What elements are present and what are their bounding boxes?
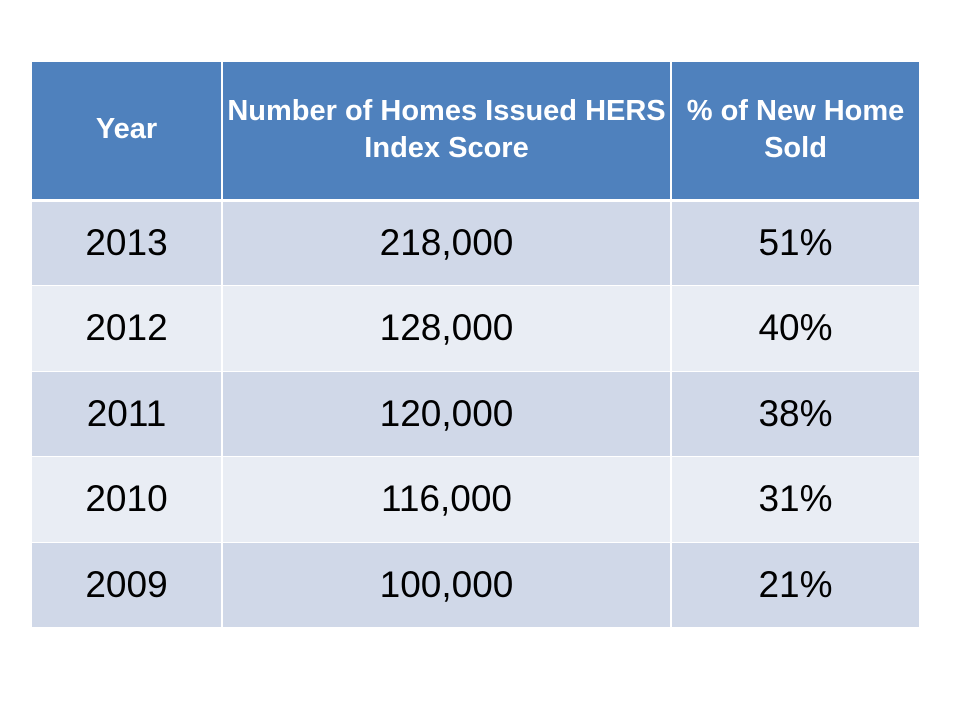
table-row: 2013 218,000 51% [32,200,919,286]
cell-year: 2011 [32,371,223,457]
header-percent-new-home-sold: % of New Home Sold [671,62,919,202]
cell-year: 2013 [32,200,223,286]
cell-year: 2009 [32,542,223,628]
header-number-of-homes: Number of Homes Issued HERS Index Score [222,62,672,202]
cell-homes: 100,000 [222,542,672,628]
cell-year: 2010 [32,456,223,543]
table-header-row: Year Number of Homes Issued HERS Index S… [32,62,919,202]
header-year: Year [32,62,223,202]
cell-year: 2012 [32,285,223,372]
cell-homes: 218,000 [222,200,672,286]
cell-percent: 38% [671,371,919,457]
table-row: 2012 128,000 40% [32,285,919,372]
table-row: 2009 100,000 21% [32,542,919,628]
cell-percent: 40% [671,285,919,372]
cell-percent: 31% [671,456,919,543]
cell-percent: 51% [671,200,919,286]
cell-percent: 21% [671,542,919,628]
cell-homes: 128,000 [222,285,672,372]
hers-data-table: Year Number of Homes Issued HERS Index S… [32,62,919,628]
cell-homes: 116,000 [222,456,672,543]
table-row: 2010 116,000 31% [32,456,919,543]
cell-homes: 120,000 [222,371,672,457]
table-row: 2011 120,000 38% [32,371,919,457]
